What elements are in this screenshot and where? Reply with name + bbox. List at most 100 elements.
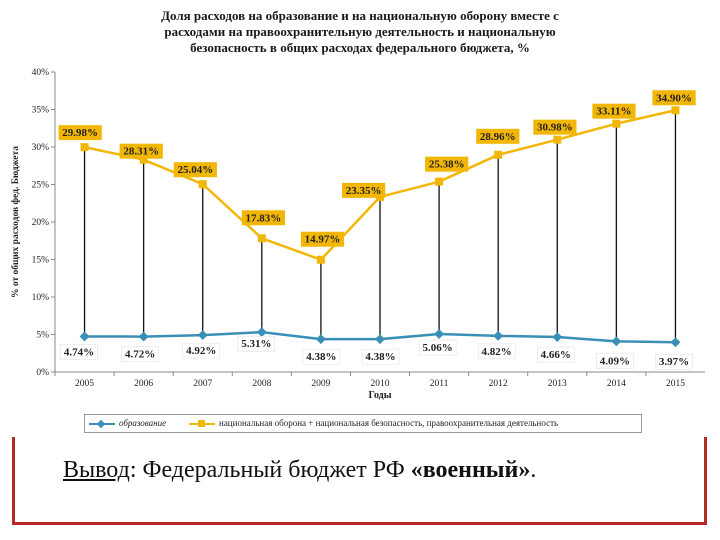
data-label-box-defense [652,90,696,106]
chart-legend: образование национальная оборона + нацио… [84,414,642,433]
point-defense [435,177,444,186]
line-chart: 0% 5% 10% 15% 20% 25% 30% 35% 40% 2005 2006 2007 200… [10,68,705,401]
y-tick-label: 10% [32,293,50,303]
x-tick-label: 2009 [311,379,330,389]
data-label-box-education [418,339,457,356]
conclusion-sep: : [129,457,143,483]
legend-label-defense: национальная оборона + национальная безо… [219,418,559,428]
data-label-box-defense [533,119,577,135]
data-label-defense: 33.11% [596,106,631,118]
data-label-defense: 28.96% [480,131,516,143]
point-education [138,331,149,342]
x-tick-label: 2008 [252,379,271,389]
point-defense [671,106,680,115]
conclusion-emphasis: «военный» [410,457,531,483]
data-label-defense: 29.98% [62,127,98,139]
data-label-box-education [537,346,575,363]
data-label-defense: 25.38% [429,159,465,171]
chart-title-line: Доля расходов на образование и на национ… [161,8,559,23]
data-label-education: 4.38% [365,351,395,363]
point-defense [612,119,621,128]
x-tick-label: 2013 [548,379,567,389]
data-label-box-education [121,346,159,362]
point-defense [257,234,266,243]
point-education [611,336,622,347]
data-label-box-defense [342,182,386,198]
y-tick-label: 20% [32,218,50,228]
point-defense [139,155,148,164]
data-label-box-defense [425,156,469,172]
point-defense [553,135,562,144]
data-label-box-defense [476,128,520,144]
conclusion-body: Федеральный бюджет РФ [142,457,411,483]
legend-item-defense: национальная оборона + национальная безо… [189,415,558,432]
data-label-defense: 25.04% [177,164,213,176]
y-tick-label: 25% [32,181,50,191]
x-axis-title: Годы [368,390,391,401]
conclusion-end: . [530,457,537,483]
data-label-education: 4.38% [306,351,336,363]
point-defense [316,255,325,264]
legend-label-education: образование [119,418,167,428]
data-label-education: 4.74% [64,346,94,358]
point-education [315,334,326,345]
data-label-box-defense [173,162,217,178]
data-label-box-defense [241,210,286,226]
point-education [256,327,267,338]
x-tick-label: 2010 [371,379,390,389]
point-defense [198,180,207,189]
y-tick-label: 0% [36,368,49,378]
data-label-box-education [302,348,341,365]
data-label-box-defense [300,231,345,247]
chart-title-line: безопасность в общих расходах федерально… [190,40,530,55]
x-tick-label: 2012 [489,379,508,389]
data-label-education: 4.82% [482,346,512,358]
y-tick-label: 35% [32,106,50,116]
y-tick-label: 15% [32,256,50,266]
data-label-box-education [361,348,400,365]
point-education [493,330,504,341]
data-label-education: 4.72% [125,349,155,361]
point-education [552,332,563,342]
data-label-education: 4.09% [600,355,630,367]
data-label-education: 4.66% [541,349,571,361]
data-label-education: 5.31% [241,338,271,350]
point-education [375,334,385,345]
data-label-box-defense [58,125,102,141]
data-label-box-education [596,353,634,369]
x-tick-label: 2011 [430,379,449,389]
data-label-box-education [237,335,276,352]
legend-swatch-education [89,419,115,428]
data-label-box-defense [119,143,163,159]
data-label-box-education [182,342,220,359]
data-label-box-defense [592,103,636,119]
data-label-defense: 28.31% [123,146,159,158]
x-tick-label: 2015 [666,379,685,389]
data-label-defense: 14.97% [305,234,341,246]
point-defense [494,150,503,159]
data-label-education: 3.97% [659,356,689,368]
x-tick-label: 2006 [134,379,153,389]
data-label-defense: 30.98% [537,122,573,134]
data-label-education: 5.06% [422,342,452,354]
data-label-box-education [477,343,516,360]
data-label-box-education [60,344,98,360]
point-education [79,331,90,342]
chart-title-line: расходами на правоохранительную деятельн… [164,24,556,39]
data-label-box-education [655,353,693,370]
data-label-defense: 23.35% [346,185,382,197]
point-defense [80,143,89,152]
point-education [434,329,445,339]
conclusion-panel: Вывод: Федеральный бюджет РФ «военный». [12,437,707,525]
y-axis-title: % от общих расходов фед. Бюджета [10,146,21,298]
y-tick-label: 30% [32,143,50,153]
conclusion-label: Вывод [63,457,130,483]
x-tick-label: 2007 [193,379,212,389]
data-label-defense: 17.83% [246,212,282,224]
chart-title: Доля расходов на образование и на национ… [80,8,640,56]
x-tick-label: 2014 [607,379,626,389]
conclusion-text: Вывод: Федеральный бюджет РФ «военный». [63,457,536,484]
point-education [197,330,208,341]
legend-swatch-defense [189,419,215,427]
x-tick-label: 2005 [75,379,94,389]
